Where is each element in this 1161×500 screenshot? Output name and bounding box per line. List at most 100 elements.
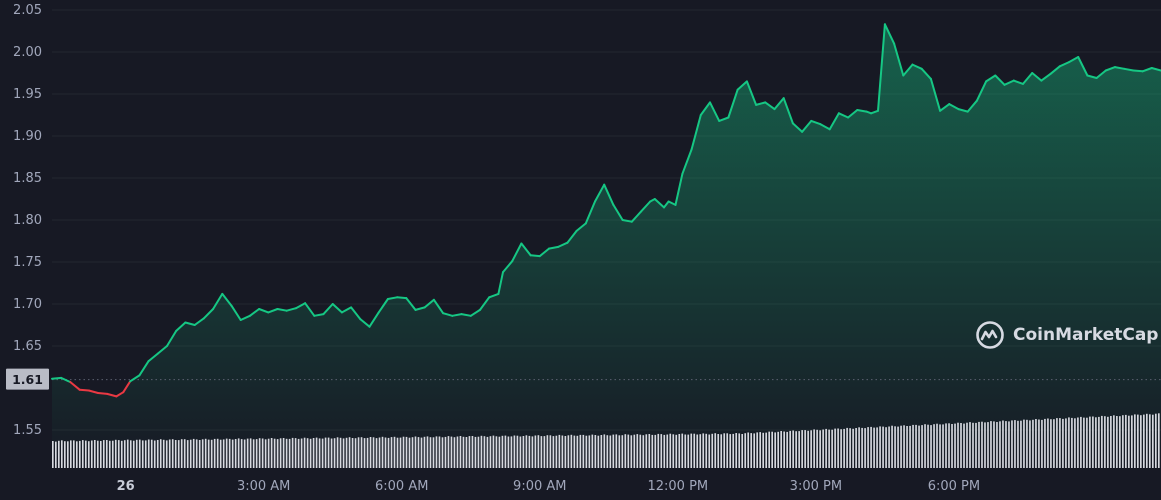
price-segment — [497, 271, 504, 295]
volume-bar — [846, 427, 848, 468]
volume-bar — [561, 435, 564, 468]
volume-bar — [567, 435, 570, 468]
volume-bar — [210, 439, 213, 468]
volume-bar — [1047, 418, 1049, 468]
volume-bar — [1011, 420, 1013, 468]
volume-bar — [63, 441, 66, 468]
volume-bar — [585, 435, 588, 468]
price-segment — [304, 302, 316, 317]
volume-bar — [192, 438, 195, 468]
volume-bar — [1023, 419, 1025, 468]
volume-bar — [399, 437, 402, 468]
volume-bar — [180, 439, 183, 468]
volume-bar — [57, 440, 60, 468]
volume-bar — [282, 438, 285, 468]
volume-bar — [816, 429, 818, 468]
volume-bar — [147, 439, 150, 468]
y-axis-ticks: 1.55 1.65 1.70 1.75 1.80 1.85 1.90 1.95 2.00 2.05 — [13, 3, 42, 438]
price-segment — [1141, 67, 1153, 73]
volume-bar — [1029, 420, 1031, 468]
volume-bar — [600, 435, 603, 468]
volume-bar — [342, 438, 345, 468]
volume-bar — [117, 440, 120, 468]
volume-bar — [657, 433, 660, 468]
volume-bar — [1110, 416, 1112, 468]
volume-bar — [222, 439, 225, 468]
price-segment — [1086, 74, 1098, 79]
volume-bar — [711, 433, 714, 468]
price-segment — [994, 74, 1006, 86]
price-segment — [1040, 72, 1052, 82]
volume-bar — [510, 436, 513, 468]
volume-bar — [687, 434, 690, 468]
volume-bar — [504, 435, 507, 468]
volume-bar — [681, 433, 684, 468]
volume-bar — [501, 435, 504, 468]
price-segment — [377, 298, 389, 314]
volume-bar — [1077, 417, 1079, 468]
price-segment — [60, 376, 72, 384]
volume-bar — [138, 439, 141, 468]
volume-bar — [378, 437, 381, 468]
volume-bar — [141, 440, 144, 468]
price-segment — [51, 376, 63, 380]
price-segment — [548, 245, 560, 250]
price-segment — [520, 242, 532, 257]
volume-bar — [390, 437, 393, 468]
volume-bar — [426, 436, 429, 468]
volume-bar — [453, 437, 456, 468]
volume-bar — [55, 441, 57, 468]
volume-bar — [159, 439, 162, 468]
volume-bar — [96, 440, 99, 468]
volume-bar — [1008, 421, 1010, 468]
volume-bar — [1020, 420, 1022, 468]
price-segment — [451, 313, 463, 317]
price-segment — [773, 97, 785, 111]
volume-bar — [924, 424, 926, 468]
volume-bar — [471, 436, 474, 468]
volume-bar — [1086, 417, 1088, 468]
volume-bar — [270, 438, 273, 468]
volume-bar — [195, 439, 198, 468]
volume-bar — [903, 425, 905, 468]
volume-bar — [1125, 414, 1127, 468]
price-segment — [690, 114, 702, 151]
volume-bar — [1104, 416, 1106, 468]
price-segment — [479, 296, 491, 311]
price-segment — [718, 116, 730, 122]
volume-bar — [450, 436, 453, 468]
volume-bar — [774, 432, 776, 468]
y-tick-label: 1.85 — [13, 171, 42, 186]
volume-bar — [564, 436, 567, 468]
volume-bar — [348, 437, 351, 468]
volume-bar — [216, 438, 219, 468]
price-segment — [1012, 79, 1024, 85]
volume-bar — [729, 434, 732, 468]
volume-bar — [129, 440, 132, 468]
price-line — [51, 23, 1161, 398]
reference-badge-label: 1.61 — [12, 372, 43, 387]
price-segment — [322, 303, 334, 316]
volume-bar — [324, 437, 327, 468]
volume-bar — [279, 438, 282, 468]
volume-bar — [480, 435, 483, 468]
volume-bar — [408, 437, 411, 468]
price-area-fill — [52, 24, 1161, 471]
price-segment — [557, 241, 569, 248]
volume-bar — [966, 422, 968, 468]
y-tick-label: 2.05 — [13, 3, 42, 18]
price-segment — [212, 292, 224, 310]
price-segment — [966, 99, 978, 113]
price-segment — [745, 80, 758, 106]
watermark-brand: CoinMarketCap — [1013, 325, 1159, 345]
volume-bar — [1122, 415, 1124, 468]
price-segment — [115, 391, 125, 398]
volume-bar — [237, 438, 240, 468]
volume-bar — [843, 428, 845, 468]
volume-bar — [834, 428, 836, 468]
volume-bar — [678, 434, 681, 468]
price-segment — [405, 297, 417, 311]
volume-bar — [771, 431, 773, 468]
volume-bar — [735, 433, 738, 468]
